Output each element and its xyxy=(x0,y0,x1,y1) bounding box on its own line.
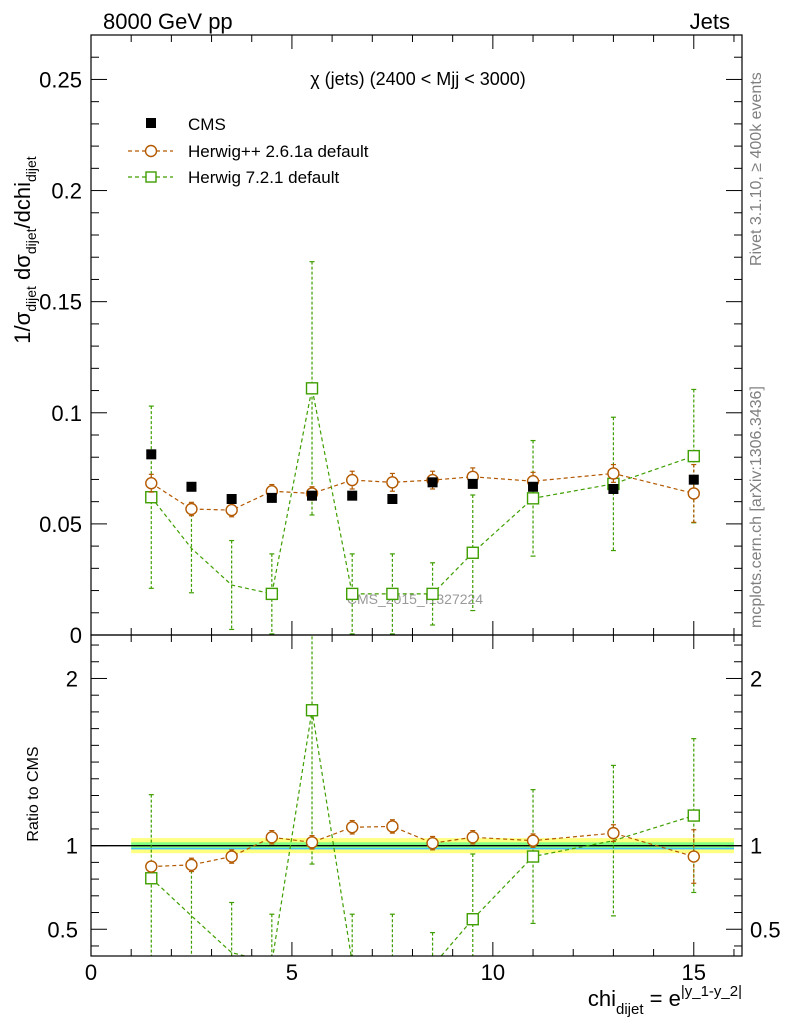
svg-text:1/σdijet dσdijet/dchidijet: 1/σdijet dσdijet/dchidijet xyxy=(10,156,39,344)
header-right-title: Jets xyxy=(690,9,730,34)
ratio-y-tick-label-right: 2 xyxy=(750,666,762,691)
legend-herwig7-marker xyxy=(145,171,157,183)
herwigpp-main-point xyxy=(346,473,359,487)
herwig7-main-point xyxy=(265,587,279,601)
herwigpp-ratio-point xyxy=(185,858,198,872)
cms-data-point xyxy=(387,494,398,504)
main-panel-plot-area xyxy=(145,261,700,635)
ratio-y-tick-label-left: 2 xyxy=(66,666,78,691)
cms-data-point xyxy=(307,490,318,501)
main-y-tick-label: 0.25 xyxy=(39,67,82,92)
legend-herwig7-label: Herwig 7.2.1 default xyxy=(188,168,339,187)
ratio-y-tick-label-right: 1 xyxy=(750,834,762,859)
cms-data-point xyxy=(146,449,157,460)
main-y-tick-label: 0 xyxy=(70,623,82,648)
x-tick-label: 0 xyxy=(85,960,97,985)
axes: 0 5 10 15 0 0.05 0.1 0.15 0.2 0.25 0.5 0.5 1 1 2 2 xyxy=(39,34,781,985)
herwig7-main-line xyxy=(150,388,694,595)
main-y-tick-label: 0.05 xyxy=(39,512,82,537)
cms-data-point xyxy=(688,474,699,485)
herwig7-main-point xyxy=(466,546,479,559)
herwigpp-ratio-point xyxy=(607,826,620,840)
cms-data-point xyxy=(427,477,438,488)
herwig7-main-point xyxy=(426,587,439,601)
herwigpp-main-point xyxy=(225,503,238,517)
herwig7-ratio-point xyxy=(687,809,700,822)
cms-data-point xyxy=(347,490,358,501)
main-y-tick-label: 0.15 xyxy=(39,290,82,315)
x-tick-label: 5 xyxy=(286,960,298,985)
herwigpp-ratio-point xyxy=(687,850,700,863)
cms-data-point xyxy=(528,481,539,492)
cms-data-point xyxy=(266,492,277,503)
ratio-y-tick-label-left: 0.5 xyxy=(47,917,78,942)
cms-data-point xyxy=(186,481,197,492)
ratio-panel-plot-area xyxy=(91,635,742,956)
herwigpp-ratio-point xyxy=(466,831,479,844)
legend-cms-marker xyxy=(146,118,156,128)
herwig7-ratio-point xyxy=(305,704,319,717)
herwigpp-main-point xyxy=(145,477,158,490)
herwigpp-ratio-point xyxy=(386,820,399,833)
legend: CMS Herwig++ 2.6.1a default Herwig 7.2.1… xyxy=(128,115,369,187)
herwigpp-main-point xyxy=(185,502,198,516)
herwigpp-ratio-point xyxy=(526,834,540,847)
cms-data-point xyxy=(608,484,619,494)
legend-herwigpp-label: Herwig++ 2.6.1a default xyxy=(188,142,369,161)
herwigpp-main-line xyxy=(150,472,694,511)
mcplots-label: mcplots.cern.ch [arXiv:1306.3436] xyxy=(748,386,765,628)
herwigpp-ratio-point xyxy=(346,821,359,834)
herwig7-main-point xyxy=(687,449,700,463)
legend-cms-label: CMS xyxy=(188,115,226,134)
header-left-title: 8000 GeV pp xyxy=(103,9,233,34)
ratio-y-tick-label-right: 0.5 xyxy=(750,917,781,942)
x-tick-label: 15 xyxy=(682,960,706,985)
herwig7-ratio-point xyxy=(526,850,540,863)
herwigpp-ratio-point xyxy=(305,836,319,849)
herwig7-ratio-line xyxy=(150,710,694,956)
herwigpp-ratio-point xyxy=(145,860,158,873)
cms-data-point xyxy=(226,494,237,504)
legend-herwigpp-marker xyxy=(144,144,158,158)
main-y-tick-label: 0.1 xyxy=(51,401,82,426)
ratio-frame xyxy=(90,634,743,957)
herwigpp-ratio-line xyxy=(151,825,694,868)
herwigpp-ratio-point xyxy=(426,836,439,850)
herwig7-main-point xyxy=(526,492,540,505)
x-axis-label: chidijet = e|y_1-y_2| xyxy=(588,983,742,1018)
herwigpp-main-point xyxy=(687,487,700,500)
ratio-y-tick-label-left: 1 xyxy=(66,834,78,859)
x-tick-label: 10 xyxy=(481,960,505,985)
rivet-label: Rivet 3.1.10, ≥ 400k events xyxy=(748,72,765,266)
herwig7-main-point xyxy=(145,491,158,504)
herwig7-main-point xyxy=(305,382,319,395)
herwigpp-ratio-point xyxy=(225,850,238,863)
herwig7-main-point xyxy=(346,587,359,601)
herwigpp-main-point xyxy=(386,476,399,489)
herwigpp-ratio-point xyxy=(265,831,279,844)
main-y-tick-label: 0.2 xyxy=(51,179,82,204)
herwig7-ratio-point xyxy=(466,913,479,926)
analysis-watermark: CMS_2015_I1327224 xyxy=(347,591,483,607)
cms-data-point xyxy=(467,478,478,489)
herwig7-main-point xyxy=(386,587,399,601)
main-panel-title: χ (jets) (2400 < Mjj < 3000) xyxy=(310,69,526,89)
herwig7-ratio-point xyxy=(145,872,158,885)
main-y-axis-label: 1/σdijet dσdijet/dchidijet xyxy=(10,156,39,344)
herwigpp-main-point xyxy=(607,467,620,480)
ratio-y-axis-label: Ratio to CMS xyxy=(25,746,42,841)
